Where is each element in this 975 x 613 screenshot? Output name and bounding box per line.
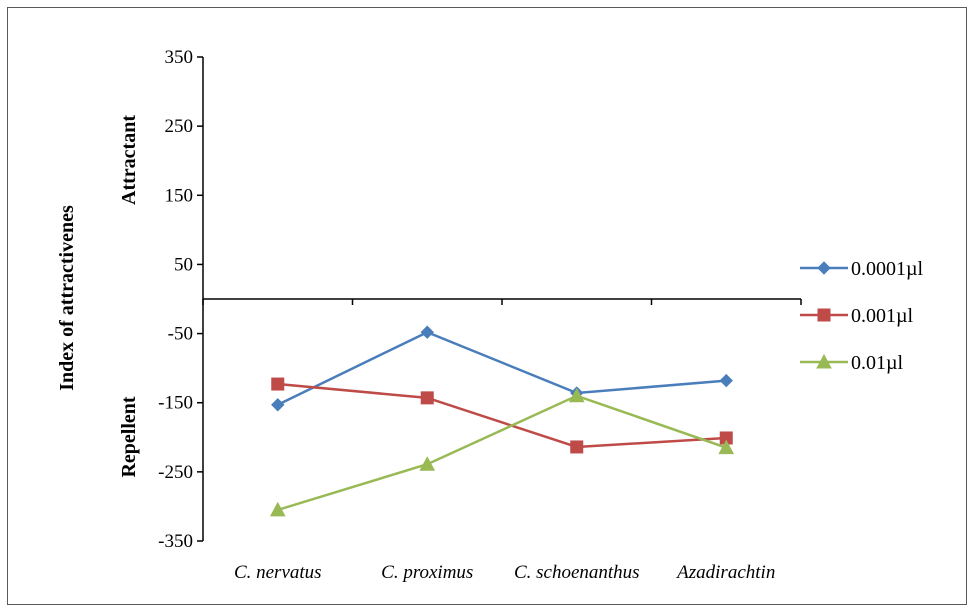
series-line [277, 382, 727, 449]
legend: 0.0001µl 0.001µl 0.01µl [800, 258, 924, 374]
legend-item: 0.0001µl [800, 258, 924, 280]
x-category-label: Azadirachtin [675, 562, 775, 583]
y-tick-label: 250 [165, 116, 194, 137]
series-line [277, 394, 727, 512]
y-tick-label: 150 [165, 185, 194, 206]
data-point [420, 325, 434, 339]
legend-swatch-marker [817, 261, 831, 275]
x-category-label: C. schoenanthus [514, 562, 640, 583]
series-2 [271, 377, 733, 454]
x-category-label: C. nervatus [234, 562, 322, 583]
legend-swatch-marker [816, 353, 832, 369]
legend-label: 0.001µl [851, 305, 914, 327]
y-tick-label: -50 [168, 324, 193, 345]
series-1 [271, 325, 733, 412]
data-point [568, 387, 585, 403]
data-point [269, 501, 286, 517]
y-tick-label: 50 [174, 254, 193, 275]
series-line [277, 330, 727, 406]
series-3 [269, 387, 735, 517]
attractant-label: Attractant [118, 115, 140, 205]
y-tick-label: -250 [158, 462, 193, 483]
y-axis-title: Index of attractivenes [56, 205, 78, 391]
legend-item: 0.01µl [800, 352, 904, 374]
x-category-label: C. proximus [381, 562, 473, 583]
data-point [419, 456, 436, 471]
data-point [271, 398, 285, 412]
repellent-label: Repellent [118, 396, 140, 477]
data-point [271, 377, 285, 391]
data-point [719, 373, 733, 388]
data-point [718, 439, 735, 455]
axes: -350 -250 -150 -50 50 150 250 350 C. nervatus C. … [158, 47, 802, 583]
legend-label: 0.0001µl [851, 258, 924, 280]
y-tick-label: -150 [158, 393, 193, 414]
chart-frame [7, 7, 967, 605]
data-point [570, 440, 584, 454]
legend-label: 0.01µl [851, 352, 904, 374]
legend-item: 0.001µl [800, 305, 914, 327]
legend-swatch-marker [817, 308, 831, 322]
y-tick-label: -350 [158, 531, 193, 552]
y-tick-label: 350 [165, 47, 194, 68]
data-point [420, 391, 434, 405]
series-layer [269, 325, 735, 517]
